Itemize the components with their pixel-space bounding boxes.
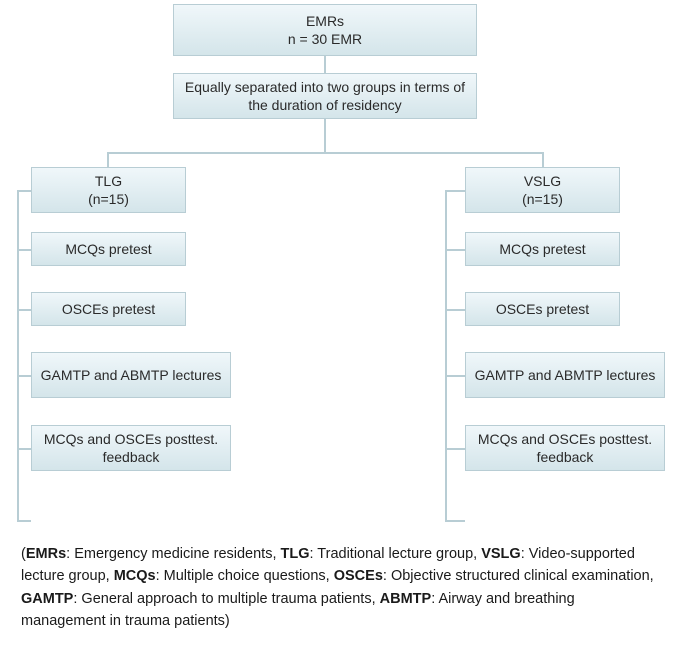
root-line2: n = 30 EMR	[288, 30, 362, 48]
node-right-title: VSLG (n=15)	[465, 167, 620, 213]
tick-right-2	[445, 375, 465, 377]
tick-left-1	[17, 309, 31, 311]
right-step-3-label: MCQs and OSCEs posttest. feedback	[474, 430, 656, 466]
connector-h-bus	[107, 152, 544, 154]
connector-root-to-split	[324, 56, 326, 73]
root-line1: EMRs	[306, 12, 344, 30]
tick-right-3	[445, 448, 465, 450]
node-right-step-0: MCQs pretest	[465, 232, 620, 266]
node-left-step-1: OSCEs pretest	[31, 292, 186, 326]
right-title-line2: (n=15)	[522, 190, 563, 208]
node-left-step-0: MCQs pretest	[31, 232, 186, 266]
right-step-0-label: MCQs pretest	[499, 240, 585, 258]
connector-bus-to-right	[542, 152, 544, 167]
tick-left-group	[17, 190, 31, 192]
right-title-line1: VSLG	[524, 172, 561, 190]
rail-left	[17, 190, 19, 522]
left-title-line2: (n=15)	[88, 190, 129, 208]
node-right-step-1: OSCEs pretest	[465, 292, 620, 326]
left-title-line1: TLG	[95, 172, 122, 190]
tick-left-0	[17, 249, 31, 251]
tick-right-group	[445, 190, 465, 192]
right-step-1-label: OSCEs pretest	[496, 300, 589, 318]
left-step-0-label: MCQs pretest	[65, 240, 151, 258]
node-root: EMRs n = 30 EMR	[173, 4, 477, 56]
tick-left-2	[17, 375, 31, 377]
connector-bus-to-left	[107, 152, 109, 167]
node-right-step-3: MCQs and OSCEs posttest. feedback	[465, 425, 665, 471]
node-left-title: TLG (n=15)	[31, 167, 186, 213]
left-step-3-label: MCQs and OSCEs posttest. feedback	[40, 430, 222, 466]
node-right-step-2: GAMTP and ABMTP lectures	[465, 352, 665, 398]
tick-right-0	[445, 249, 465, 251]
rail-left-close	[17, 520, 31, 522]
tick-left-3	[17, 448, 31, 450]
split-note-text: Equally separated into two groups in ter…	[182, 78, 468, 114]
left-step-2-label: GAMTP and ABMTP lectures	[41, 366, 222, 384]
right-step-2-label: GAMTP and ABMTP lectures	[475, 366, 656, 384]
node-left-step-3: MCQs and OSCEs posttest. feedback	[31, 425, 231, 471]
flowchart-container: EMRs n = 30 EMR Equally separated into t…	[0, 0, 680, 540]
rail-right	[445, 190, 447, 522]
caption: (EMRs: Emergency medicine residents, TLG…	[21, 543, 658, 633]
connector-split-to-bus	[324, 119, 326, 154]
rail-right-close	[445, 520, 465, 522]
node-split-note: Equally separated into two groups in ter…	[173, 73, 477, 119]
node-left-step-2: GAMTP and ABMTP lectures	[31, 352, 231, 398]
left-step-1-label: OSCEs pretest	[62, 300, 155, 318]
tick-right-1	[445, 309, 465, 311]
